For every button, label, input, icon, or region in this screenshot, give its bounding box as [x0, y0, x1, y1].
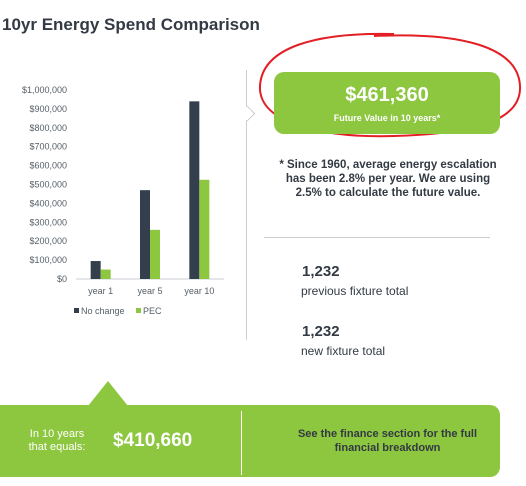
energy-spend-chart: $0 $100,000 $200,000 $300,000 $400,000 $500,0…: [22, 85, 224, 316]
finance-section-link[interactable]: See the finance section for the full fin…: [297, 428, 478, 454]
future-value-amount: $461,360: [345, 84, 429, 106]
new-fixture-total-value: 1,232: [302, 323, 340, 340]
banner-lead-text: In 10 years that equals:: [28, 428, 86, 453]
vertical-divider: [246, 70, 247, 340]
red-highlight-circle: [258, 32, 522, 138]
legend-label: PEC: [143, 306, 162, 316]
legend-label: No change: [81, 306, 125, 316]
banner-divider: [241, 411, 242, 475]
legend-swatch: [136, 308, 141, 313]
y-tick-label: $700,000: [29, 142, 67, 152]
bar-no-change-year-10: [189, 101, 200, 279]
banner-savings-amount: $410,660: [113, 430, 193, 451]
divider-arrow-icon: [239, 105, 256, 122]
y-tick-label: $200,000: [29, 236, 67, 246]
banner-pointer-icon: [88, 381, 128, 406]
x-category-label: year 1: [88, 286, 113, 296]
bar-pec-year-1: [100, 269, 111, 279]
new-fixture-total-label: new fixture total: [301, 344, 386, 358]
bar-no-change-year-5: [140, 190, 150, 279]
future-value-box: $461,360 Future Value in 10 years*: [274, 72, 500, 134]
y-tick-label: $1,000,000: [22, 85, 67, 95]
previous-fixture-total-label: previous fixture total: [301, 284, 409, 298]
horizontal-divider: [264, 237, 490, 238]
y-tick-label: $300,000: [29, 217, 67, 227]
bar-no-change-year-1: [90, 261, 101, 279]
future-value-caption: Future Value in 10 years*: [333, 113, 441, 123]
page-title: 10yr Energy Spend Comparison: [2, 15, 260, 34]
y-tick-label: $800,000: [29, 123, 67, 133]
y-tick-label: $500,000: [29, 180, 67, 190]
escalation-note: * Since 1960, average energy escalation …: [279, 159, 497, 199]
y-tick-label: $0: [57, 274, 67, 284]
y-tick-label: $600,000: [29, 161, 67, 171]
x-category-label: year 10: [184, 286, 214, 296]
savings-banner: [0, 405, 500, 477]
legend-swatch: [74, 308, 79, 313]
bar-pec-year-5: [150, 229, 160, 279]
previous-fixture-total-value: 1,232: [302, 263, 340, 280]
x-category-label: year 5: [137, 286, 162, 296]
y-tick-label: $900,000: [29, 104, 67, 114]
y-tick-label: $400,000: [29, 198, 67, 208]
y-tick-label: $100,000: [29, 255, 67, 265]
bar-pec-year-10: [199, 179, 210, 279]
